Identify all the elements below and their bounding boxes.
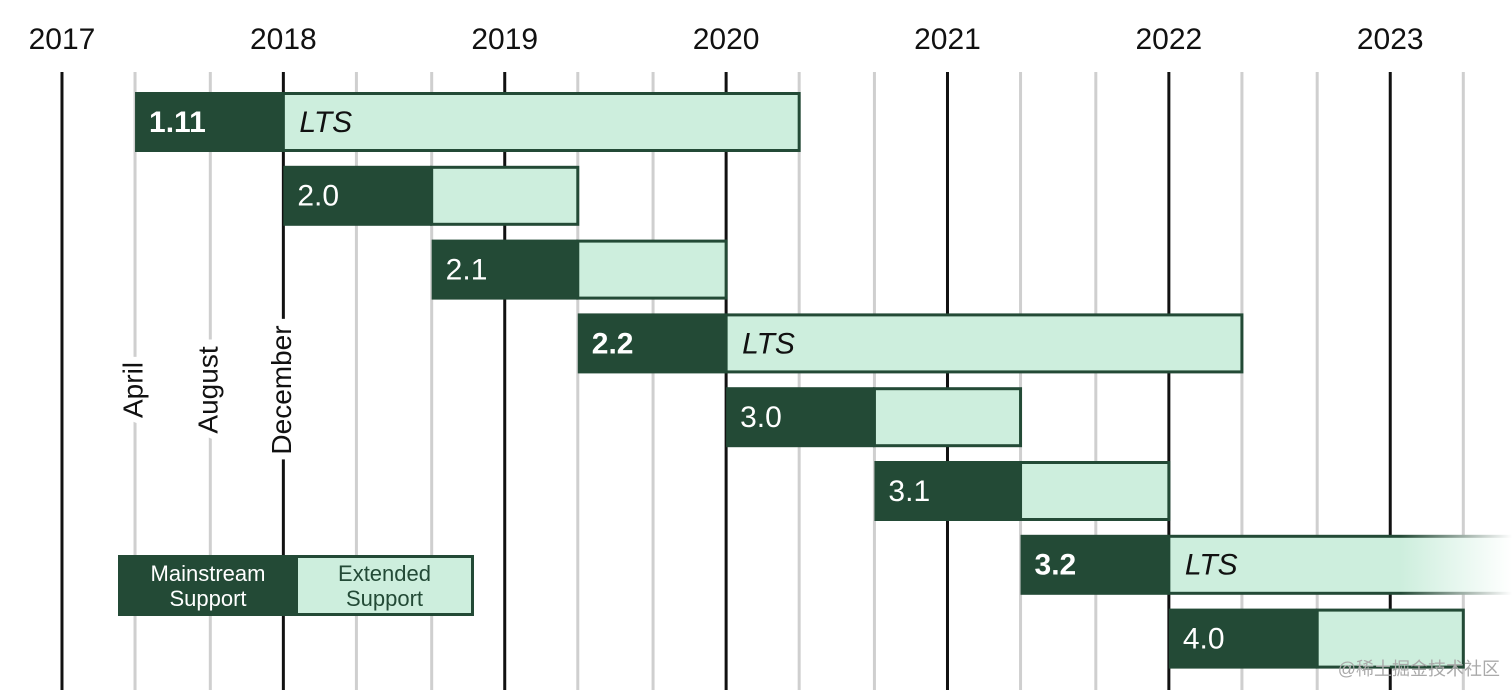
bar-label: 2.0 <box>297 180 339 213</box>
x-tick-label: 2019 <box>471 23 538 56</box>
legend-mainstream: Mainstream Support <box>118 555 298 616</box>
x-tick-label: 2018 <box>250 23 317 56</box>
x-tick-label: 2021 <box>914 23 981 56</box>
bar-label: 2.1 <box>446 254 488 287</box>
bar-label: 3.0 <box>740 401 782 434</box>
bar-label: 3.2 <box>1035 549 1077 582</box>
legend-extended: Extended Support <box>295 555 474 616</box>
bar-note: LTS <box>299 106 352 139</box>
extended-bar <box>1019 461 1171 521</box>
mainstream-bar <box>1020 534 1169 595</box>
month-annotation: April <box>117 362 148 418</box>
x-tick-label: 2017 <box>29 23 96 56</box>
extended-bar <box>281 92 801 152</box>
bar-note: LTS <box>1185 549 1238 582</box>
bar-note: LTS <box>742 327 795 360</box>
x-tick-label: 2022 <box>1135 23 1202 56</box>
mainstream-bar <box>283 165 432 226</box>
extended-bar <box>724 313 1244 374</box>
mainstream-bar <box>1168 608 1318 669</box>
extended-bar <box>430 165 580 226</box>
bar-label: 1.11 <box>149 106 206 139</box>
mainstream-bar <box>577 313 727 374</box>
month-annotation: August <box>193 346 224 433</box>
watermark: @稀土掘金技术社区 <box>1337 659 1500 679</box>
extended-bar <box>1167 534 1512 595</box>
bar-label: 2.2 <box>592 327 634 360</box>
mainstream-bar <box>874 461 1021 521</box>
bar-label: 4.0 <box>1183 623 1225 656</box>
mainstream-bar <box>431 239 578 300</box>
extended-bar <box>872 387 1023 448</box>
mainstream-bar <box>135 92 284 152</box>
mainstream-bar <box>726 387 875 448</box>
x-tick-label: 2020 <box>693 23 760 56</box>
x-tick-label: 2023 <box>1357 23 1424 56</box>
month-annotation: December <box>266 325 297 454</box>
extended-bar <box>576 239 728 300</box>
bar-label: 3.1 <box>888 475 930 508</box>
